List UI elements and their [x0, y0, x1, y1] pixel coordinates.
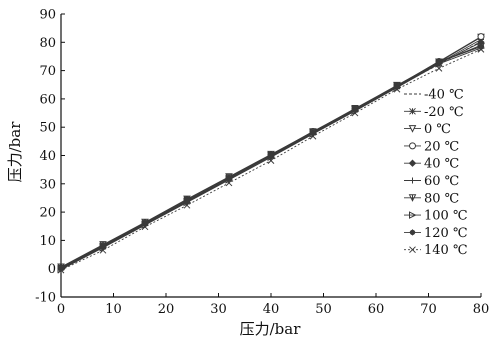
data-point [477, 46, 485, 53]
legend-item: 40 ℃ [404, 157, 459, 172]
x-tick-label: 40 [263, 302, 280, 317]
series-7 [57, 44, 486, 274]
legend-item: 0 ℃ [404, 122, 451, 137]
legend-label: 80 ℃ [424, 191, 459, 206]
legend-item: 20 ℃ [404, 139, 459, 154]
x-axis-label: 压力/bar [240, 320, 302, 338]
legend-marker [408, 159, 417, 167]
legend-label: 120 ℃ [424, 226, 468, 241]
legend-marker [409, 177, 416, 184]
series-layer [57, 33, 486, 274]
legend: -40 ℃ -20 ℃ 0 ℃ 20 ℃ 40 ℃ 60 ℃ 80 ℃ 100 ℃ 120 ℃ 1… [404, 88, 468, 258]
y-tick-label: 40 [39, 149, 56, 164]
x-tick-label: 70 [420, 302, 437, 317]
legend-item: 140 ℃ [404, 243, 468, 258]
legend-marker [409, 246, 416, 254]
y-tick-label: 20 [39, 206, 56, 221]
x-tick-label: 10 [105, 302, 122, 317]
x-tick-label: 60 [368, 302, 385, 317]
legend-label: 40 ℃ [424, 157, 459, 172]
legend-marker [409, 229, 416, 236]
x-tick-label: 20 [158, 302, 175, 317]
legend-label: 100 ℃ [424, 209, 468, 224]
data-point [183, 201, 191, 209]
legend-label: -40 ℃ [424, 88, 464, 103]
data-point [142, 220, 148, 227]
x-tick-label: 50 [315, 302, 332, 317]
data-point [436, 58, 442, 65]
y-tick-label: 0 [48, 262, 56, 277]
y-tick-label: -10 [35, 291, 56, 306]
data-point [184, 196, 190, 203]
data-point [226, 174, 232, 181]
legend-label: 0 ℃ [424, 122, 451, 137]
y-axis-label: 压力/bar [6, 121, 24, 183]
legend-item: -40 ℃ [404, 88, 464, 103]
legend-label: 20 ℃ [424, 139, 459, 154]
series-9 [57, 46, 485, 274]
data-point [141, 223, 149, 231]
data-point [309, 132, 317, 140]
legend-marker [409, 211, 417, 219]
legend-label: 140 ℃ [424, 243, 468, 258]
data-point [478, 43, 484, 50]
data-point [57, 266, 65, 274]
y-tick-label: 90 [39, 8, 56, 23]
data-point [351, 109, 359, 117]
legend-item: 100 ℃ [404, 209, 468, 224]
data-point [435, 64, 443, 72]
legend-item: 60 ℃ [404, 174, 459, 189]
data-point [225, 179, 233, 187]
y-tick-label: 50 [39, 121, 56, 136]
data-point [394, 82, 400, 89]
legend-item: 80 ℃ [404, 191, 459, 206]
y-tick-label: 80 [39, 36, 56, 51]
y-tick-label: 60 [39, 92, 56, 107]
data-point [268, 151, 274, 158]
x-tick-label: 80 [473, 302, 490, 317]
legend-marker [409, 142, 416, 150]
legend-label: -20 ℃ [424, 105, 464, 120]
y-tick-label: 10 [39, 234, 56, 249]
y-tick-label: 30 [39, 177, 56, 192]
legend-item: -20 ℃ [404, 105, 464, 120]
legend-label: 60 ℃ [424, 174, 459, 189]
x-tick-label: 30 [210, 302, 227, 317]
x-tick-label: 0 [57, 302, 65, 317]
data-point [267, 157, 275, 164]
data-point [99, 246, 107, 254]
data-point [310, 129, 316, 136]
y-tick-label: 70 [39, 64, 56, 79]
data-point [393, 85, 401, 93]
legend-marker [408, 125, 417, 133]
legend-marker [408, 194, 417, 202]
legend-marker [409, 107, 416, 115]
data-point [352, 105, 358, 112]
data-point [100, 242, 106, 249]
legend-item: 120 ℃ [404, 226, 468, 241]
